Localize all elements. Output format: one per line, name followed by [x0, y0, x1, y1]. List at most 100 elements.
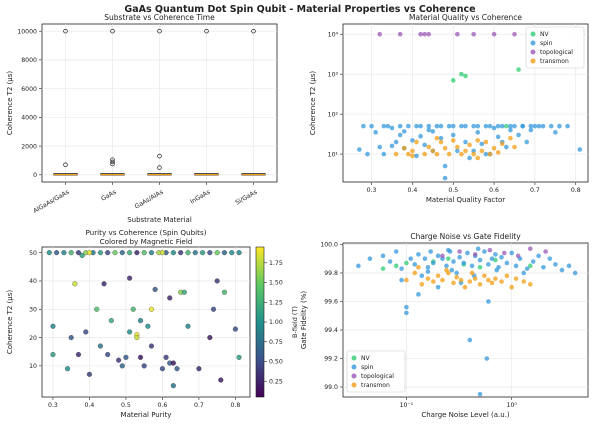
outlier: [110, 28, 115, 34]
data-point: [210, 306, 217, 312]
data-point-topological: [501, 250, 507, 256]
data-point-transmon: [404, 277, 409, 283]
data-point: [218, 377, 224, 383]
data-point-spin: [467, 155, 472, 161]
data-point: [86, 250, 92, 256]
data-point: [148, 250, 155, 256]
x-tick-label: 0.7: [530, 187, 540, 194]
data-point-transmon: [477, 282, 483, 287]
data-point-spin: [494, 267, 499, 273]
data-point-transmon: [475, 155, 481, 161]
data-point: [141, 363, 147, 369]
data-point-spin: [484, 356, 490, 361]
data-point-spin: [426, 123, 432, 129]
x-tick-label: 10⁻¹: [400, 402, 414, 409]
data-point-transmon: [513, 276, 519, 281]
data-point-topological: [471, 31, 476, 37]
data-point-spin: [512, 123, 517, 129]
data-point-spin: [426, 127, 432, 133]
outlier: [63, 162, 68, 168]
data-point: [119, 363, 125, 369]
data-point-transmon: [416, 264, 421, 270]
data-point: [137, 318, 144, 324]
data-point-spin: [389, 143, 395, 149]
data-point-transmon: [401, 145, 407, 151]
data-point-spin: [446, 247, 451, 253]
data-point-spin: [521, 270, 527, 276]
data-point-transmon: [509, 284, 515, 290]
data-point-spin: [479, 141, 485, 147]
data-point-transmon: [410, 148, 415, 154]
legend-box: [525, 26, 585, 69]
data-point-spin: [520, 123, 525, 129]
outlier: [110, 161, 115, 167]
data-point-spin: [442, 163, 448, 169]
legend-label: topological: [540, 49, 573, 56]
data-point: [134, 335, 140, 341]
data-point: [83, 329, 89, 335]
y-tick-label: 99.6: [324, 299, 338, 306]
data-point-spin: [482, 249, 487, 254]
data-point-spin: [463, 139, 468, 145]
x-tick-label: 0.3: [48, 402, 58, 409]
data-point-transmon: [512, 144, 517, 150]
data-point-transmon: [454, 274, 459, 280]
data-point: [170, 383, 176, 389]
data-point: [174, 366, 180, 372]
data-point: [207, 250, 213, 256]
plot-frame: [342, 242, 589, 398]
data-point-spin: [406, 123, 411, 129]
category-label: InGaAs: [189, 189, 211, 206]
data-point-transmon: [440, 277, 445, 283]
data-point-spin: [430, 129, 436, 134]
x-axis-label: Material Quality Factor: [426, 196, 505, 204]
data-point-transmon: [483, 139, 489, 145]
data-point-spin: [356, 263, 361, 269]
data-point-spin: [532, 123, 538, 129]
data-point-spin: [509, 250, 515, 256]
data-point: [79, 252, 85, 259]
data-point: [127, 329, 133, 335]
data-point-spin: [442, 175, 448, 181]
data-point: [207, 335, 213, 341]
x-tick-label: 0.4: [85, 402, 95, 409]
data-point-spin: [425, 269, 431, 274]
chart-subtitle: Colored by Magnetic Field: [100, 237, 193, 246]
data-point-transmon: [479, 148, 485, 154]
colorbar-tick-label: 1.00: [269, 319, 283, 326]
data-point-transmon: [442, 145, 448, 151]
data-point-transmon: [487, 151, 493, 157]
data-point-spin: [367, 256, 373, 261]
data-point-spin: [422, 256, 428, 261]
data-point-spin: [475, 123, 481, 129]
chart-purity-vs-coherence: 0.3 0.4 0.5 0.6 0.7 0.8 10 20 30 40 50 Purity vs Co…: [6, 228, 299, 419]
data-point: [170, 360, 176, 366]
data-point-spin: [418, 123, 423, 129]
data-point-transmon: [451, 280, 456, 286]
data-point-topological: [472, 252, 478, 257]
data-point: [185, 250, 191, 256]
data-point-spin: [463, 123, 468, 129]
data-point-transmon: [435, 273, 441, 279]
data-point: [159, 366, 165, 372]
data-point-spin: [422, 142, 427, 148]
data-point-spin: [451, 259, 456, 264]
y-tick-label: 99.8: [324, 270, 338, 277]
data-point-transmon: [491, 145, 497, 151]
colorbar-tick-label: 0.25: [269, 378, 283, 385]
x-tick-label: 0.6: [489, 187, 499, 194]
data-point-topological: [515, 253, 521, 259]
legend-label: topological: [361, 373, 394, 380]
data-point-topological: [422, 31, 427, 37]
y-tick-label: 10¹: [328, 151, 339, 158]
data-point: [148, 343, 155, 349]
data-point-spin: [389, 125, 395, 131]
data-point-transmon: [434, 135, 440, 141]
plot-frame: [342, 23, 589, 183]
x-tick-label: 0.4: [407, 187, 417, 194]
data-point-spin: [516, 132, 521, 138]
data-point: [123, 354, 129, 360]
x-tick-label: 0.5: [448, 187, 458, 194]
y-tick-label: 30: [29, 306, 37, 313]
data-point-NV: [450, 78, 456, 83]
